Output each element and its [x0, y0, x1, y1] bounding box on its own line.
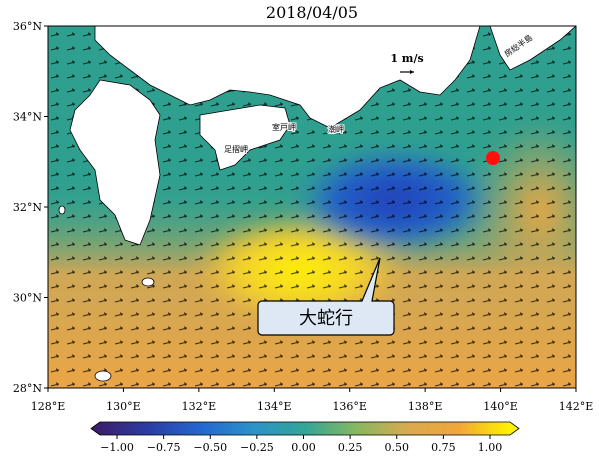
y-tick-label: 32°N: [13, 201, 42, 214]
x-tick-label: 142°E: [559, 400, 594, 413]
colorbar-extend: [91, 422, 100, 435]
x-tick-label: 140°E: [483, 400, 518, 413]
x-tick-label: 134°E: [257, 400, 292, 413]
marker: [486, 151, 500, 165]
colorbar-tick-label: −0.75: [147, 441, 181, 454]
colorbar-tick-label: −0.25: [240, 441, 274, 454]
y-tick-label: 36°N: [13, 20, 42, 33]
y-tick-label: 34°N: [13, 111, 42, 124]
scale-label: 1 m/s: [390, 52, 423, 65]
place-name: 室戸岬: [272, 122, 296, 132]
y-tick-label: 30°N: [13, 292, 42, 305]
colorbar-frame: [90, 421, 520, 436]
colorbar-tick-label: −1.00: [100, 441, 134, 454]
title: 2018/04/05: [266, 3, 358, 22]
place-name: 足摺岬: [224, 144, 248, 154]
place-name: 潮岬: [328, 124, 344, 134]
colorbar-tick-label: 0.25: [338, 441, 363, 454]
colorbar: [100, 422, 510, 435]
colorbar-tick-label: 0.75: [431, 441, 456, 454]
y-tick-label: 28°N: [13, 382, 42, 395]
x-tick-label: 138°E: [408, 400, 443, 413]
colorbar-tick-label: 0.00: [291, 441, 316, 454]
x-tick-label: 128°E: [31, 400, 66, 413]
x-tick-label: 132°E: [182, 400, 217, 413]
callout-text: 大蛇行: [299, 308, 353, 329]
colorbar-tick-label: 1.00: [478, 441, 503, 454]
colorbar-extend: [510, 422, 519, 435]
x-tick-label: 130°E: [106, 400, 141, 413]
land: [58, 26, 576, 382]
callout: 大蛇行: [257, 257, 395, 336]
scale-arrow-head: [410, 70, 414, 74]
colorbar-tick-label: −0.50: [193, 441, 227, 454]
x-tick-label: 136°E: [332, 400, 367, 413]
colorbar-tick-label: 0.50: [385, 441, 410, 454]
